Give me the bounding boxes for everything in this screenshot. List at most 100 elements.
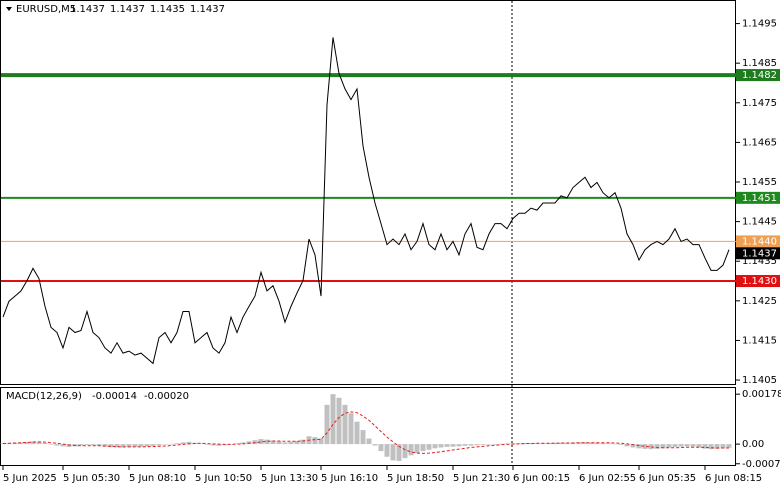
macd-bar	[150, 444, 156, 447]
y-tick-label: 1.1425	[742, 296, 777, 307]
macd-bar	[54, 444, 60, 446]
macd-bar	[726, 444, 732, 448]
macd-bar	[174, 443, 180, 445]
macd-bar	[156, 444, 162, 446]
macd-bar	[504, 443, 510, 445]
macd-bar	[48, 444, 54, 445]
macd-bar	[120, 444, 126, 448]
macd-bar	[276, 441, 282, 445]
y-tick-label: 1.1475	[742, 98, 777, 109]
macd-readout: -0.00014	[92, 391, 137, 402]
last-price-label: 1.1437	[742, 248, 777, 259]
macd-bar	[594, 442, 600, 445]
macd-bar	[162, 444, 168, 445]
signal-line	[2, 411, 729, 454]
macd-bar	[186, 441, 192, 445]
macd-bar	[198, 443, 204, 445]
macd-bar	[558, 442, 564, 445]
macd-bar	[438, 444, 444, 448]
y-tick-label: -0.0007	[742, 459, 781, 470]
macd-bar	[690, 444, 696, 447]
macd-bar	[264, 439, 270, 445]
menu-arrow[interactable]	[6, 7, 12, 11]
macd-bar	[708, 444, 714, 450]
macd-bar	[492, 444, 498, 445]
macd-bar	[660, 444, 666, 449]
macd-bar	[426, 444, 432, 450]
macd-bar	[102, 444, 108, 447]
macd-bar	[354, 421, 360, 445]
macd-bar	[168, 443, 174, 445]
macd-bar	[390, 444, 396, 461]
macd-name: MACD(12,26,9)	[6, 391, 82, 402]
macd-bar	[300, 439, 306, 445]
macd-bar	[288, 441, 294, 445]
macd-bar	[18, 442, 24, 445]
price-panel	[0, 0, 736, 385]
macd-bar	[444, 444, 450, 447]
macd-bar	[450, 444, 456, 447]
macd-bar	[474, 444, 480, 446]
macd-bar	[636, 444, 642, 449]
macd-panel	[0, 387, 736, 466]
macd-bar	[714, 444, 720, 449]
macd-bar	[234, 443, 240, 445]
macd-bar	[66, 444, 72, 447]
macd-bar	[60, 444, 66, 447]
x-tick-label: 6 Jun 00:15	[513, 473, 570, 484]
macd-readout: -0.00020	[144, 391, 189, 402]
macd-bar	[204, 444, 210, 445]
macd-bar	[402, 444, 408, 459]
macd-bar	[90, 444, 96, 446]
y-tick-label: 0.00	[742, 439, 764, 450]
ohlc-value: 1.1437	[190, 4, 225, 15]
x-tick-label: 5 Jun 16:10	[321, 473, 378, 484]
macd-bar	[672, 444, 678, 447]
y-tick-label: 1.1485	[742, 58, 777, 69]
macd-bar	[528, 442, 534, 445]
x-tick-label: 5 Jun 13:30	[261, 473, 318, 484]
macd-bar	[348, 413, 354, 445]
macd-bar	[324, 404, 330, 445]
x-tick-label: 5 Jun 21:30	[453, 473, 510, 484]
y-tick-label: 1.1495	[742, 19, 777, 30]
macd-bar	[654, 444, 660, 449]
macd-bar	[612, 443, 618, 445]
macd-bar	[456, 444, 462, 447]
level-tag	[736, 191, 780, 204]
macd-bar	[666, 444, 672, 448]
macd-bar	[366, 438, 372, 445]
macd-bar	[678, 444, 684, 447]
macd-bar	[216, 444, 222, 446]
macd-bar	[600, 442, 606, 445]
price-line	[2, 37, 730, 365]
macd-bar	[408, 444, 414, 456]
x-tick-label: 5 Jun 08:10	[129, 473, 186, 484]
y-tick-label: 1.1465	[742, 137, 777, 148]
macd-bar	[36, 441, 42, 445]
macd-bar	[228, 444, 234, 445]
macd-bar	[144, 444, 150, 447]
macd-bar	[372, 444, 378, 446]
macd-bar	[126, 444, 132, 448]
macd-bar	[0, 443, 6, 445]
macd-bar	[606, 443, 612, 445]
macd-bar	[624, 444, 630, 447]
macd-bar	[246, 441, 252, 445]
macd-bar	[582, 442, 588, 445]
level-label: 1.1451	[742, 193, 777, 204]
y-tick-label: 1.1415	[742, 335, 777, 346]
ohlc-value: 1.1437	[110, 4, 145, 15]
macd-bar	[180, 442, 186, 445]
macd-bar	[378, 444, 384, 452]
symbol-title: EURUSD,M5	[16, 4, 76, 15]
x-tick-label: 6 Jun 08:15	[705, 473, 762, 484]
macd-bar	[648, 444, 654, 450]
macd-bar	[312, 437, 318, 445]
macd-bar	[282, 442, 288, 445]
macd-bar	[138, 444, 144, 447]
level-tag	[736, 275, 780, 288]
macd-bar	[630, 444, 636, 448]
y-tick-label: 1.1435	[742, 256, 777, 267]
